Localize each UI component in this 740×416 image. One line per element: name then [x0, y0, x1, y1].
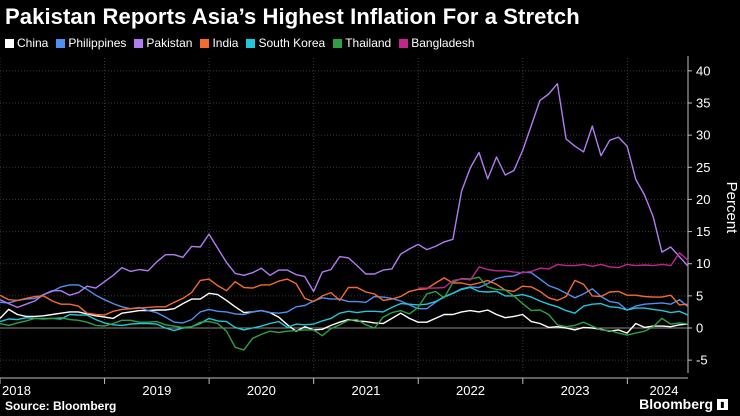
brand-name: Bloomberg [639, 396, 713, 412]
x-tick-label: 2021 [351, 383, 380, 398]
series-line-pakistan [0, 82, 689, 309]
x-tick-label: 2024 [650, 383, 679, 398]
y-tick-label: 30 [696, 128, 710, 143]
series-line-south-korea [0, 286, 689, 332]
legend-label: Thailand [345, 36, 392, 50]
series-line-india [0, 277, 689, 316]
chart-title: Pakistan Reports Asia’s Highest Inflatio… [5, 4, 580, 29]
legend-label: China [17, 36, 49, 50]
legend-label: Pakistan [146, 36, 193, 50]
legend-label: India [212, 36, 239, 50]
y-tick-label: -5 [696, 353, 708, 368]
y-tick-label: 25 [696, 160, 710, 175]
y-tick-label: 15 [696, 224, 710, 239]
x-tick-label: 2019 [142, 383, 171, 398]
legend-swatch [134, 38, 144, 48]
legend-swatch [246, 38, 256, 48]
legend-item-philippines: Philippines [56, 36, 126, 50]
legend-item-thailand: Thailand [333, 36, 391, 50]
brand-logo: Bloomberg ▮ [639, 396, 728, 412]
series-line-thailand [0, 276, 689, 351]
legend-label: Bangladesh [411, 36, 475, 50]
y-tick-label: 10 [696, 256, 710, 271]
legend-swatch [333, 38, 343, 48]
y-axis-title: Percent [723, 182, 740, 235]
legend-label: Philippines [68, 36, 127, 50]
legend-label: South Korea [258, 36, 326, 50]
y-tick-label: 0 [696, 321, 703, 336]
legend-item-china: China [5, 36, 48, 50]
legend-swatch [56, 38, 66, 48]
y-tick-label: 5 [696, 288, 703, 303]
x-tick-label: 2023 [561, 383, 590, 398]
series-line-china [0, 292, 689, 334]
legend-item-south-korea: South Korea [246, 36, 325, 50]
source-note: Source: Bloomberg [5, 399, 117, 413]
x-tick-label: 2020 [247, 383, 276, 398]
bloomberg-mark-icon: ▮ [717, 398, 728, 410]
series-line-bangladesh [418, 252, 689, 289]
legend-swatch [399, 38, 409, 48]
x-tick-label: 2022 [456, 383, 485, 398]
series-line-philippines [0, 271, 689, 324]
legend: China Philippines Pakistan India South Korea… [5, 36, 475, 50]
y-tick-label: 20 [696, 192, 710, 207]
legend-swatch [5, 38, 14, 48]
y-tick-label: 35 [696, 96, 710, 111]
legend-item-india: India [200, 36, 238, 50]
legend-item-pakistan: Pakistan [134, 36, 192, 50]
legend-swatch [200, 38, 210, 48]
legend-item-bangladesh: Bangladesh [399, 36, 475, 50]
y-tick-label: 40 [696, 63, 710, 78]
x-tick-label: 2018 [2, 383, 31, 398]
